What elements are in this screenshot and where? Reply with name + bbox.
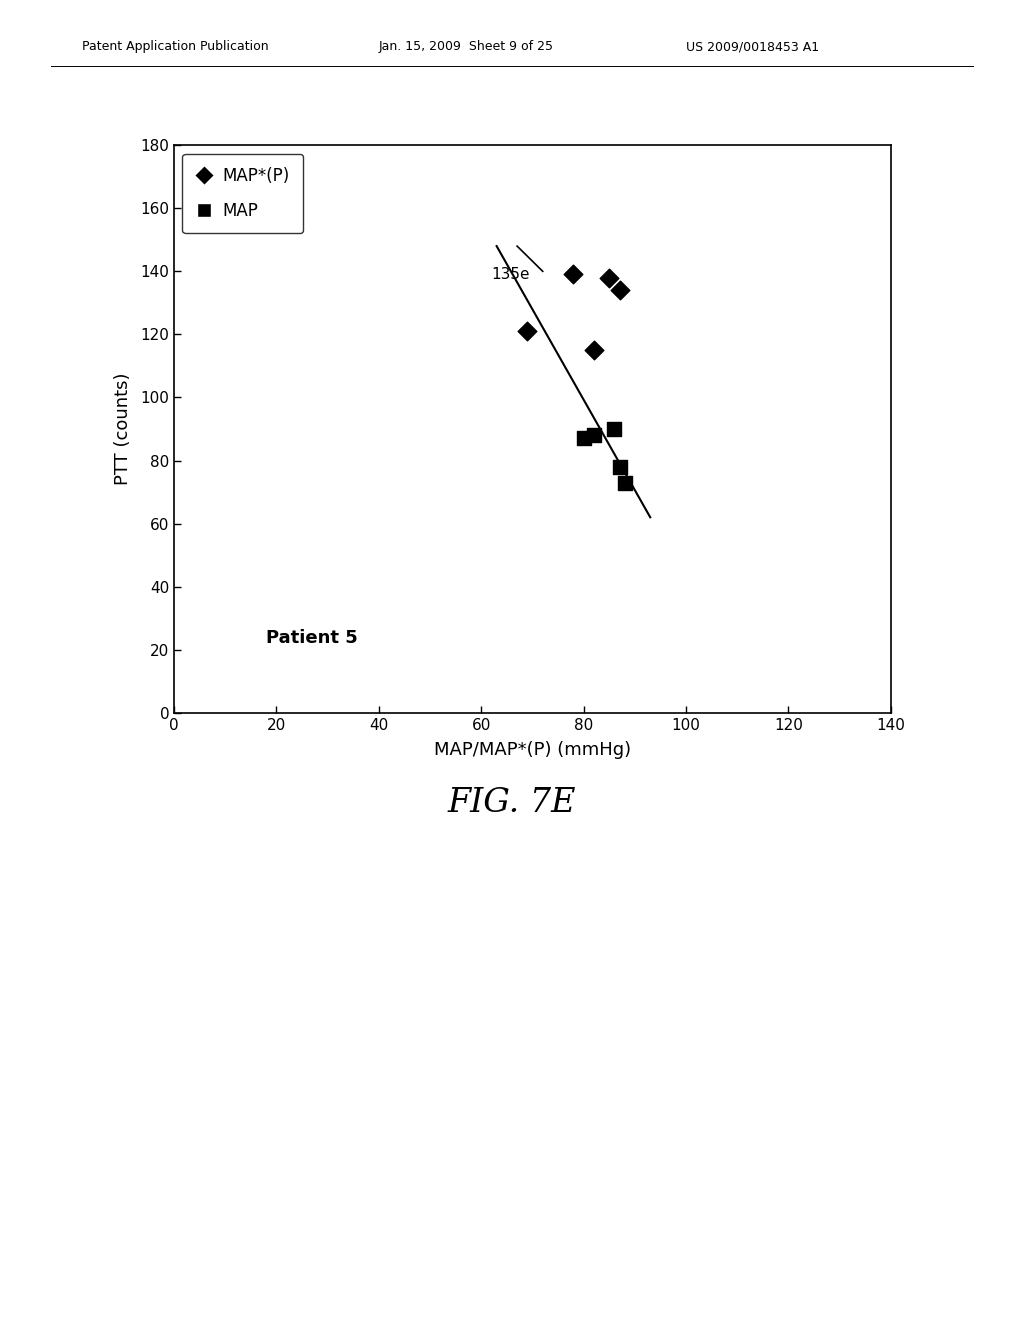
Y-axis label: PTT (counts): PTT (counts) xyxy=(114,372,132,486)
Text: FIG. 7E: FIG. 7E xyxy=(447,787,577,818)
Point xyxy=(601,267,617,288)
X-axis label: MAP/MAP*(P) (mmHg): MAP/MAP*(P) (mmHg) xyxy=(434,741,631,759)
Point xyxy=(575,428,592,449)
Text: Patent Application Publication: Patent Application Publication xyxy=(82,40,268,53)
Text: 135e: 135e xyxy=(492,267,530,282)
Legend: MAP*(P), MAP: MAP*(P), MAP xyxy=(182,153,303,232)
Point xyxy=(611,457,628,478)
Text: Jan. 15, 2009  Sheet 9 of 25: Jan. 15, 2009 Sheet 9 of 25 xyxy=(379,40,554,53)
Point xyxy=(616,473,633,494)
Point xyxy=(611,280,628,301)
Text: US 2009/0018453 A1: US 2009/0018453 A1 xyxy=(686,40,819,53)
Point xyxy=(565,264,582,285)
Point xyxy=(586,339,602,360)
Text: Patient 5: Patient 5 xyxy=(266,630,358,647)
Point xyxy=(519,321,536,342)
Point xyxy=(586,425,602,446)
Point xyxy=(606,418,623,440)
